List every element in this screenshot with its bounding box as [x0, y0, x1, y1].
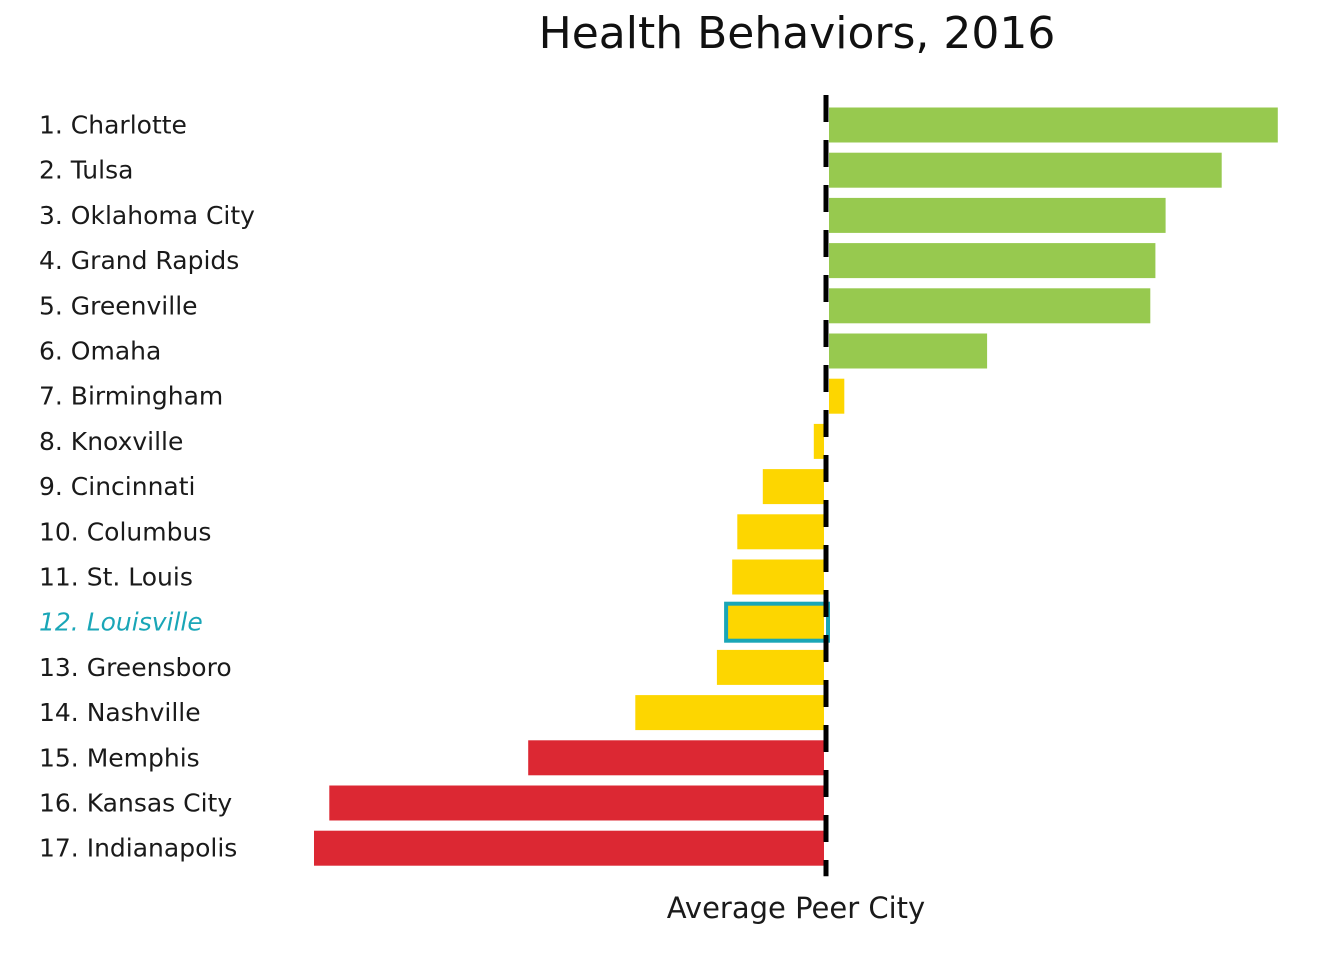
- category-label-oklahoma-city: 3. Oklahoma City: [39, 201, 255, 230]
- bar-grand-rapids: [829, 243, 1156, 279]
- category-label-knoxville: 8. Knoxville: [39, 427, 183, 456]
- bar-charlotte: [829, 107, 1278, 143]
- bar-greenville: [829, 288, 1151, 324]
- category-label-louisville: 12. Louisville: [39, 608, 203, 637]
- highlight-outline-louisville: [724, 601, 830, 643]
- category-label-columbus: 10. Columbus: [39, 517, 211, 546]
- bar-nashville: [635, 695, 824, 731]
- bar-indianapolis: [314, 830, 824, 866]
- category-label-greenville: 5. Greenville: [39, 291, 198, 320]
- bar-oklahoma-city: [829, 197, 1166, 233]
- category-label-nashville: 14. Nashville: [39, 698, 201, 727]
- x-axis-label: Average Peer City: [667, 891, 925, 925]
- bar-kansas-city: [329, 785, 824, 821]
- category-label-st-louis: 11. St. Louis: [39, 563, 193, 592]
- bar-louisville: [727, 604, 824, 640]
- category-label-charlotte: 1. Charlotte: [39, 111, 187, 140]
- bar-greensboro: [716, 649, 824, 685]
- bar-memphis: [528, 740, 824, 776]
- bar-omaha: [829, 333, 988, 369]
- chart-title: Health Behaviors, 2016: [539, 8, 1056, 59]
- bar-birmingham: [829, 378, 845, 414]
- category-label-tulsa: 2. Tulsa: [39, 156, 133, 185]
- category-label-birmingham: 7. Birmingham: [39, 382, 223, 411]
- bar-tulsa: [829, 152, 1222, 188]
- category-label-grand-rapids: 4. Grand Rapids: [39, 246, 239, 275]
- category-label-kansas-city: 16. Kansas City: [39, 789, 232, 818]
- bar-knoxville: [813, 423, 824, 459]
- bars: [314, 107, 1278, 866]
- city-labels: 1. Charlotte 2. Tulsa 3. Oklahoma City 4. G…: [39, 111, 255, 863]
- bar-columbus: [737, 514, 824, 550]
- category-label-indianapolis: 17. Indianapolis: [39, 834, 237, 863]
- category-label-memphis: 15. Memphis: [39, 743, 200, 772]
- category-label-cincinnati: 9. Cincinnati: [39, 472, 196, 501]
- category-label-greensboro: 13. Greensboro: [39, 653, 232, 682]
- bar-st-louis: [732, 559, 824, 595]
- category-label-omaha: 6. Omaha: [39, 337, 161, 366]
- bar-cincinnati: [762, 469, 824, 505]
